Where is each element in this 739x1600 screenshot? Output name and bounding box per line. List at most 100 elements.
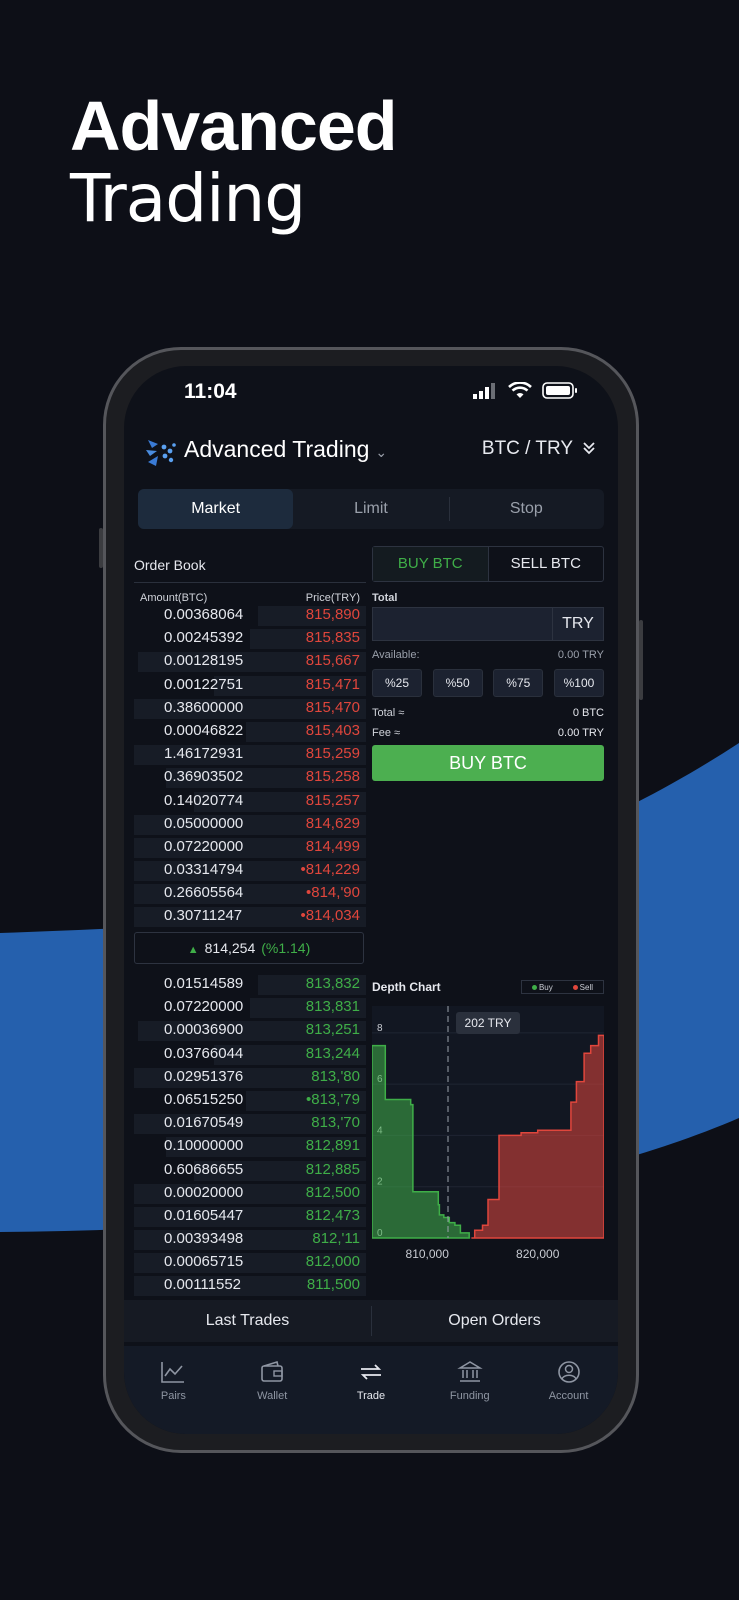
buy-order-row[interactable]: 0.02951376 813,'80 (134, 1066, 366, 1089)
buy-order-row[interactable]: 0.03766044 813,244 (134, 1043, 366, 1066)
nav-wallet[interactable]: Wallet (223, 1346, 322, 1434)
sell-order-row[interactable]: 0.00122751 815,471 (134, 674, 366, 697)
depth-bar (258, 606, 366, 626)
signal-icon (473, 383, 495, 399)
fee-label: Fee ≈ (372, 727, 401, 739)
depth-bar (134, 698, 366, 719)
order-amount: 0.00393498 (164, 1230, 244, 1248)
order-amount: 0.60686655 (164, 1160, 244, 1178)
tooltip-box (456, 1012, 520, 1034)
sell-order-row[interactable]: 0.00245392 815,835 (134, 627, 366, 650)
order-price: 813,832 (305, 975, 360, 992)
order-price: 812,'11 (312, 1230, 360, 1248)
depth-bar (246, 1090, 366, 1111)
buy-order-row[interactable]: 0.07220000 813,831 (134, 996, 366, 1019)
depth-chart-title: Depth Chart (372, 980, 441, 994)
sell-order-row[interactable]: 0.38600000 815,470 (134, 697, 366, 720)
sell-order-row[interactable]: 0.05000000 814,629 (134, 813, 366, 836)
order-amount: 0.00368064 (164, 606, 244, 623)
tab-last-trades[interactable]: Last Trades (205, 1312, 290, 1329)
order-amount: 0.05000000 (164, 814, 244, 832)
order-price: 812,473 (305, 1206, 360, 1224)
buy-order-row[interactable]: 0.00065715 812,000 (134, 1251, 366, 1274)
order-price: 814,629 (305, 814, 360, 832)
sell-tab[interactable]: SELL BTC (487, 547, 604, 581)
order-amount: 0.00128195 (164, 652, 244, 670)
buy-depth-area (372, 1044, 470, 1239)
buy-tab[interactable]: BUY BTC (373, 547, 488, 581)
phone-frame: 11:04 (99, 347, 643, 1453)
nav-funding[interactable]: Funding (420, 1346, 519, 1434)
depth-bar (134, 1067, 366, 1088)
percent-100-button[interactable]: %100 (553, 669, 604, 697)
buy-order-row[interactable]: 0.06515250 •813,'79 (134, 1089, 366, 1112)
triangle-up-icon: ▲ (187, 944, 199, 956)
percent-50-button[interactable]: %50 (432, 669, 483, 697)
percent-75-button[interactable]: %75 (493, 669, 544, 697)
sell-order-row[interactable]: 0.14020774 815,257 (134, 790, 366, 813)
nav-account[interactable]: Account (519, 1346, 618, 1434)
order-amount: 0.06515250 (164, 1090, 244, 1108)
fee-value: 0.00 TRY (557, 727, 604, 739)
buy-order-row[interactable]: 0.60686655 812,885 (134, 1159, 366, 1182)
tab-open-orders[interactable]: Open Orders (371, 1300, 618, 1342)
order-amount: 0.00122751 (164, 675, 244, 693)
pair-selector[interactable]: BTC / TRY (482, 438, 596, 460)
buy-order-row[interactable]: 0.10000000 812,891 (134, 1135, 366, 1158)
sell-order-row[interactable]: 0.00046822 815,403 (134, 720, 366, 743)
buy-order-row[interactable]: 0.00111552 811,500 (134, 1274, 366, 1297)
swap-icon (360, 1364, 382, 1380)
promo-line1: Advanced (70, 87, 398, 165)
nav-trade[interactable]: Trade (322, 1346, 421, 1434)
order-amount: 0.03314794 (164, 861, 244, 879)
order-price: 812,885 (305, 1160, 360, 1178)
tab-stop[interactable]: Stop (448, 489, 604, 529)
sell-order-row[interactable]: 0.36903502 815,258 (134, 766, 366, 789)
sell-order-row[interactable]: 0.30711247 •814,034 (134, 905, 366, 928)
depth-bar (246, 721, 366, 742)
col-amount: Amount(BTC) (140, 592, 208, 604)
sell-order-row[interactable]: 0.00128195 815,667 (134, 650, 366, 673)
buy-submit-button[interactable]: BUY BTC (372, 745, 604, 781)
total-input[interactable]: TRY (372, 607, 604, 641)
status-time: 11:04 (184, 380, 237, 403)
bank-icon (457, 1361, 483, 1382)
buy-order-row[interactable]: 0.00020000 812,500 (134, 1182, 366, 1205)
chart-icon (161, 1362, 185, 1383)
depth-bar (214, 1044, 366, 1065)
order-price: 813,244 (305, 1044, 360, 1062)
available-label: Available: (372, 649, 420, 661)
depth-bar (250, 629, 366, 650)
nav-pairs[interactable]: Pairs (124, 1346, 223, 1434)
tab-market[interactable]: Market (138, 489, 294, 529)
order-price: 812,000 (305, 1253, 360, 1271)
order-price: 815,403 (305, 721, 360, 739)
depth-bar (134, 1114, 366, 1135)
depth-bar (134, 884, 366, 905)
sell-order-row[interactable]: 0.26605564 •814,'90 (134, 882, 366, 905)
buy-order-row[interactable]: 0.00036900 813,251 (134, 1019, 366, 1042)
order-amount: 0.02951376 (164, 1067, 244, 1085)
order-amount: 0.38600000 (164, 698, 244, 716)
order-price: •813,'79 (306, 1090, 360, 1108)
buy-order-row[interactable]: 0.01514589 813,832 (134, 973, 366, 996)
order-price: 813,251 (305, 1021, 360, 1039)
order-amount: 1.46172931 (164, 745, 244, 763)
buy-order-row[interactable]: 0.00393498 812,'11 (134, 1228, 366, 1251)
order-price: 815,890 (305, 606, 360, 623)
depth-bar (258, 975, 366, 995)
order-amount: 0.36903502 (164, 768, 244, 786)
sell-order-row[interactable]: 1.46172931 815,259 (134, 743, 366, 766)
tooltip-text: 202 TRY (465, 1016, 512, 1030)
tab-limit[interactable]: Limit (354, 500, 388, 517)
order-price: 814,499 (305, 837, 360, 855)
buy-order-row[interactable]: 0.01605447 812,473 (134, 1205, 366, 1228)
buy-order-row[interactable]: 0.01670549 813,'70 (134, 1112, 366, 1135)
sell-order-row[interactable]: 0.00368064 815,890 (134, 604, 366, 627)
sell-order-row[interactable]: 0.07220000 814,499 (134, 836, 366, 859)
percent-25-button[interactable]: %25 (372, 669, 422, 697)
app-title-dropdown[interactable]: Advanced Trading ⌄ (184, 436, 387, 463)
sell-order-row[interactable]: 0.03314794 •814,229 (134, 859, 366, 882)
app-title: Advanced Trading (184, 436, 370, 462)
